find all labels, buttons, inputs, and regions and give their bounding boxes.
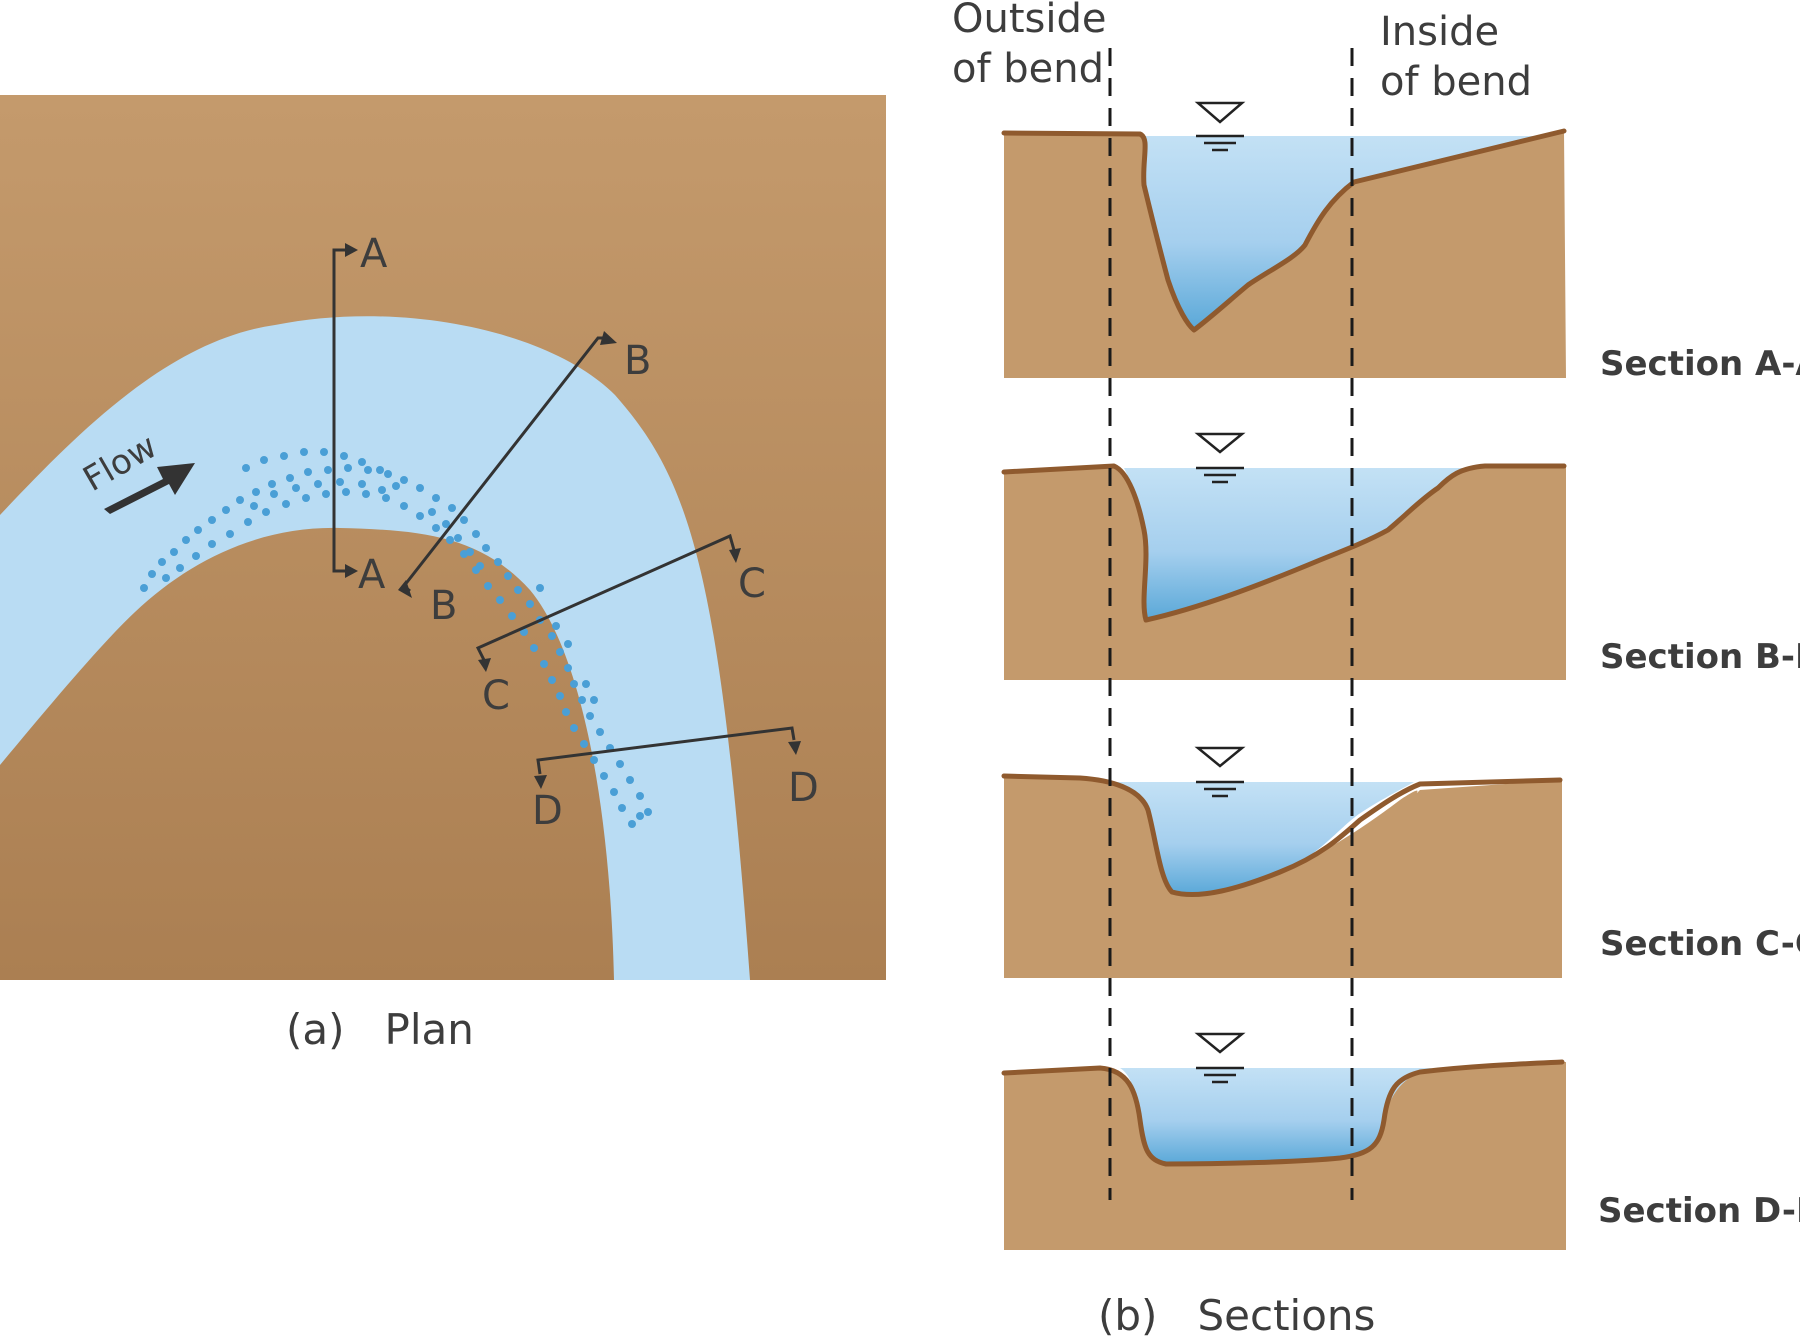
- water-surface-icon: [1194, 1032, 1246, 1084]
- inside-of-bend-label-line2: of bend: [1380, 59, 1532, 105]
- section-d-bank-line: [1001, 1059, 1565, 1167]
- section-marker-b: B B: [398, 331, 651, 629]
- sections-caption: (b) Sections: [1098, 1291, 1375, 1336]
- marker-b-end-label: B: [430, 583, 457, 629]
- section-panel-c-c: Section C-C: [1001, 746, 1800, 978]
- section-marker-a: A A: [332, 231, 388, 598]
- section-c-bank-line: [1001, 773, 1563, 897]
- section-a-bank-line: [1001, 128, 1567, 333]
- section-panel-a-a: Section A-A: [1001, 101, 1800, 384]
- plan-caption: (a) Plan: [286, 1005, 474, 1054]
- marker-a-end-label: A: [358, 552, 386, 598]
- section-c-water: [1110, 782, 1414, 895]
- marker-d-start-label: D: [788, 765, 819, 811]
- section-a-water: [1142, 136, 1538, 330]
- marker-a-start-label: A: [360, 231, 388, 277]
- section-b-b-label: Section B-B: [1600, 637, 1800, 677]
- section-marker-c: C C: [475, 533, 766, 719]
- sections-view: Outside of bend Inside of bend Section A…: [952, 0, 1800, 1336]
- outside-of-bend-label-line2: of bend: [952, 46, 1104, 92]
- plan-view: Flow A A B B C C: [0, 95, 886, 1054]
- point-bar-deposits: [140, 448, 652, 828]
- section-b-soil: [1004, 466, 1566, 680]
- marker-d-end-label: D: [532, 788, 563, 834]
- marker-b-start-label: B: [624, 338, 651, 384]
- section-d-water: [1120, 1068, 1432, 1164]
- water-surface-icon: [1194, 101, 1246, 152]
- section-d-d-label: Section D-D: [1598, 1191, 1800, 1231]
- marker-c-start-label: C: [738, 561, 766, 607]
- section-marker-d: D D: [532, 726, 819, 834]
- outside-of-bend-label-line1: Outside: [952, 0, 1106, 42]
- section-b-water: [1124, 468, 1468, 620]
- section-panel-b-b: Section B-B: [1001, 432, 1800, 680]
- section-b-bank-line: [1001, 463, 1567, 623]
- section-d-soil: [1004, 1062, 1566, 1250]
- section-c-soil: [1004, 776, 1562, 978]
- section-panel-d-d: Section D-D: [1001, 1032, 1800, 1250]
- water-surface-icon: [1194, 432, 1246, 484]
- water-surface-icon: [1194, 746, 1246, 798]
- section-c-c-label: Section C-C: [1600, 924, 1800, 964]
- inside-of-bend-label-line1: Inside: [1380, 9, 1499, 55]
- marker-c-end-label: C: [482, 673, 510, 719]
- flow-arrow-icon: [104, 463, 195, 514]
- river-channel: [0, 316, 750, 981]
- section-a-a-label: Section A-A: [1600, 344, 1800, 384]
